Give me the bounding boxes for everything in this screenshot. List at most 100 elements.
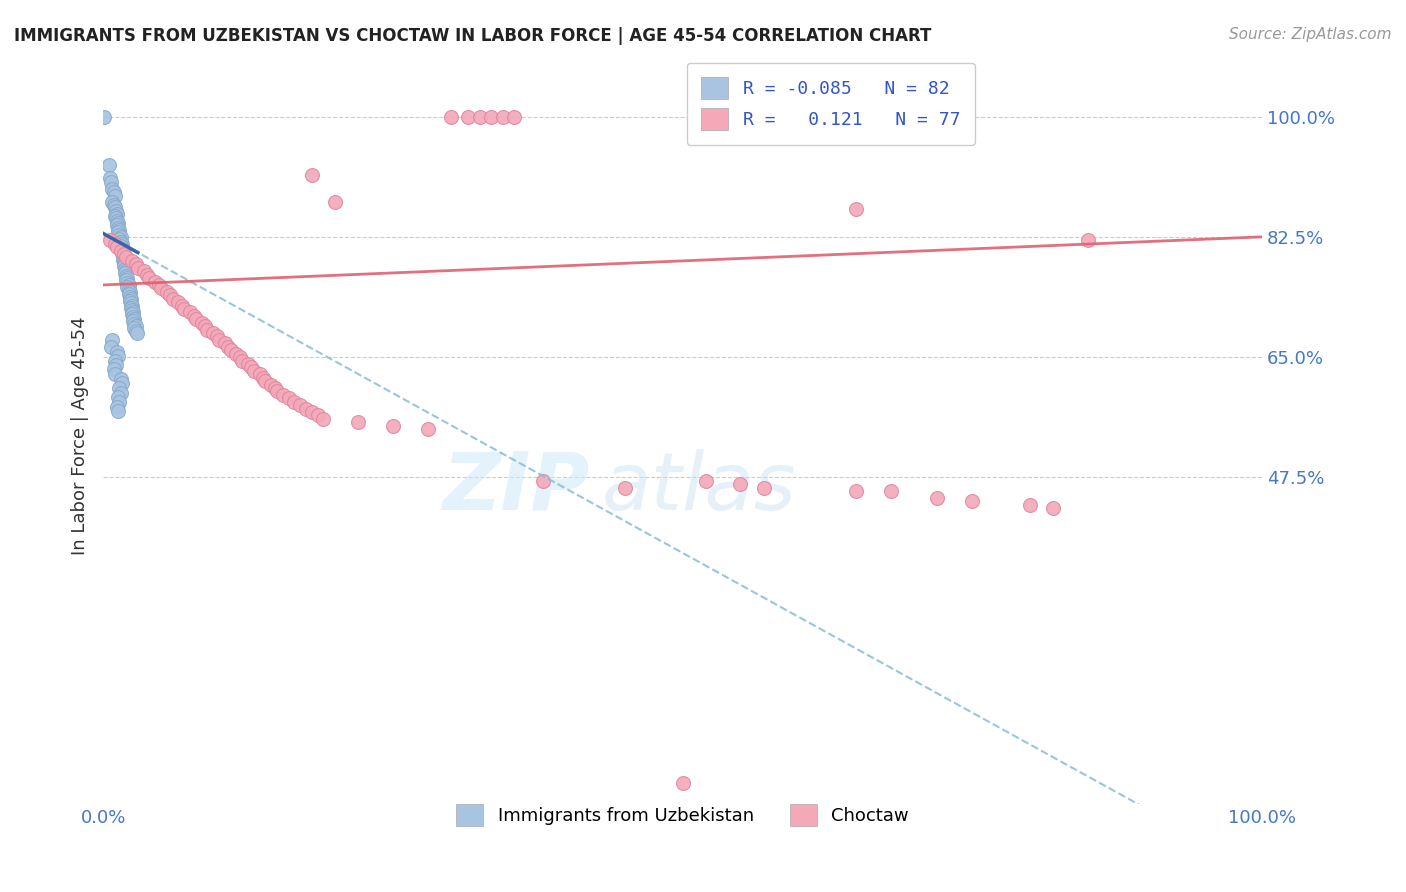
Point — [440, 110, 463, 124]
Point — [143, 275, 166, 289]
Point — [115, 264, 138, 278]
Text: Source: ZipAtlas.com: Source: ZipAtlas.com — [1229, 27, 1392, 42]
Point — [104, 236, 127, 251]
Point — [120, 301, 142, 315]
Point — [114, 266, 136, 280]
Point — [288, 398, 311, 412]
Point — [111, 376, 134, 391]
Point — [111, 244, 134, 258]
Point — [110, 235, 132, 249]
Point — [214, 336, 236, 351]
Point — [301, 168, 323, 182]
Point — [112, 260, 135, 274]
Point — [93, 110, 115, 124]
Point — [100, 175, 122, 189]
Point — [323, 195, 346, 210]
Point — [104, 200, 127, 214]
Point — [197, 323, 219, 337]
Point — [104, 368, 127, 382]
Point — [236, 357, 259, 371]
Point — [108, 227, 131, 242]
Point — [107, 216, 129, 230]
Point — [845, 202, 868, 217]
Point — [271, 388, 294, 402]
Point — [347, 415, 370, 429]
Point — [105, 344, 128, 359]
Point — [927, 110, 949, 124]
Point — [159, 288, 181, 302]
Point — [167, 295, 190, 310]
Point — [225, 346, 247, 360]
Point — [110, 239, 132, 253]
Point — [138, 271, 160, 285]
Point — [108, 394, 131, 409]
Point — [105, 400, 128, 414]
Point — [104, 353, 127, 368]
Point — [457, 110, 479, 124]
Point — [254, 374, 277, 388]
Point — [103, 185, 125, 199]
Point — [283, 394, 305, 409]
Point — [927, 491, 949, 505]
Point — [118, 290, 141, 304]
Point — [105, 218, 128, 232]
Point — [208, 333, 231, 347]
Y-axis label: In Labor Force | Age 45-54: In Labor Force | Age 45-54 — [72, 317, 89, 556]
Point — [111, 236, 134, 251]
Point — [121, 308, 143, 322]
Point — [108, 223, 131, 237]
Point — [98, 171, 121, 186]
Point — [479, 110, 502, 124]
Point — [110, 244, 132, 258]
Text: atlas: atlas — [602, 449, 796, 526]
Point — [307, 409, 329, 423]
Point — [103, 197, 125, 211]
Point — [613, 481, 636, 495]
Point — [110, 372, 132, 386]
Point — [242, 364, 264, 378]
Point — [104, 209, 127, 223]
Point — [695, 474, 717, 488]
Point — [101, 182, 124, 196]
Point — [112, 255, 135, 269]
Point — [111, 252, 134, 267]
Text: IMMIGRANTS FROM UZBEKISTAN VS CHOCTAW IN LABOR FORCE | AGE 45-54 CORRELATION CHA: IMMIGRANTS FROM UZBEKISTAN VS CHOCTAW IN… — [14, 27, 931, 45]
Point — [671, 776, 693, 790]
Point — [1019, 498, 1042, 512]
Point — [108, 232, 131, 246]
Point — [219, 343, 242, 358]
Point — [117, 276, 139, 290]
Point — [170, 299, 193, 313]
Point — [162, 292, 184, 306]
Point — [100, 340, 122, 354]
Point — [121, 303, 143, 318]
Point — [194, 319, 217, 334]
Point — [118, 293, 141, 308]
Point — [179, 305, 201, 319]
Point — [277, 392, 299, 406]
Point — [121, 299, 143, 313]
Point — [249, 368, 271, 382]
Point — [98, 233, 121, 247]
Point — [217, 340, 239, 354]
Point — [117, 277, 139, 292]
Point — [148, 277, 170, 292]
Point — [117, 280, 139, 294]
Point — [150, 281, 173, 295]
Point — [118, 285, 141, 299]
Point — [107, 225, 129, 239]
Point — [125, 326, 148, 340]
Point — [381, 418, 404, 433]
Point — [122, 305, 145, 319]
Point — [312, 412, 335, 426]
Legend: Immigrants from Uzbekistan, Choctaw: Immigrants from Uzbekistan, Choctaw — [447, 795, 918, 835]
Point — [120, 292, 142, 306]
Point — [111, 245, 134, 260]
Point — [252, 370, 274, 384]
Point — [105, 207, 128, 221]
Point — [110, 230, 132, 244]
Text: ZIP: ZIP — [443, 449, 589, 526]
Point — [124, 321, 146, 335]
Point — [960, 494, 983, 508]
Point — [533, 474, 555, 488]
